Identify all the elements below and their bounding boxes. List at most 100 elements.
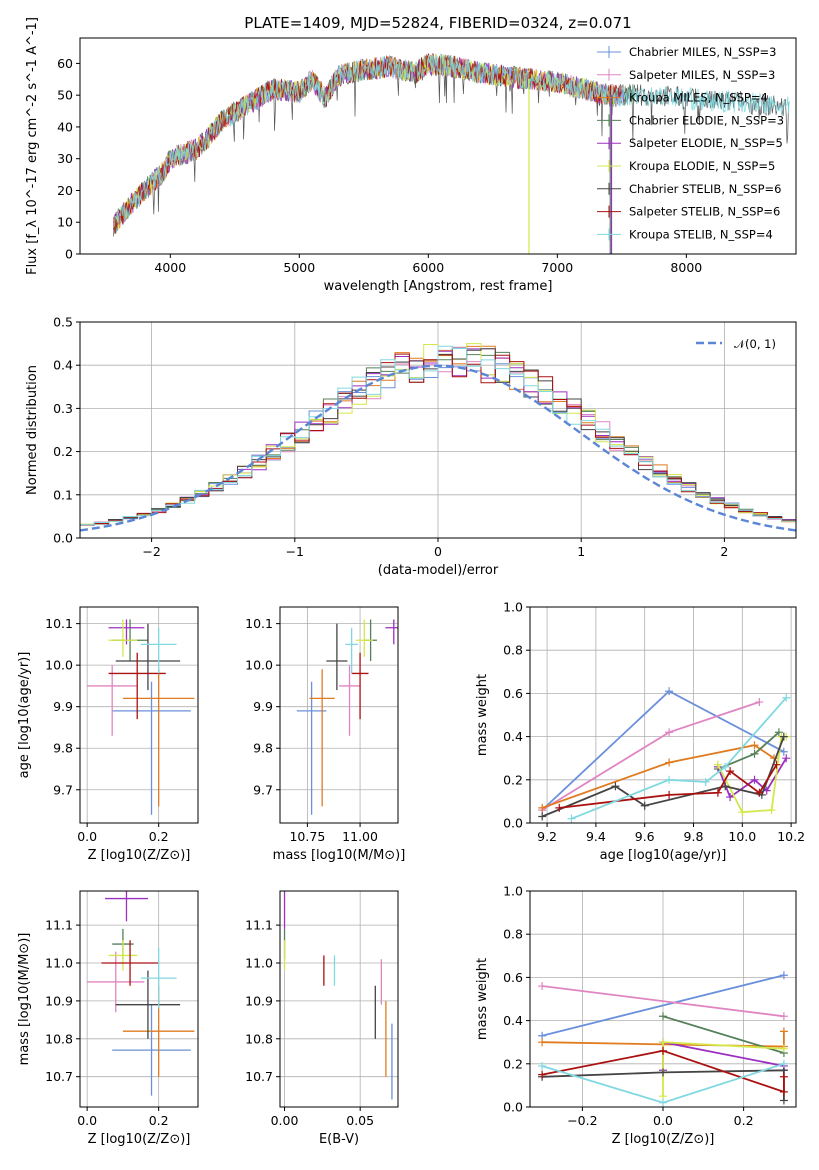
y-tick-label: 10.8 [245,1031,273,1046]
x-tick-label: 0.2 [734,1113,754,1128]
y-tick-label: 20 [57,183,73,198]
series-point [779,1012,788,1021]
y-tick-label: 10 [57,215,73,230]
x-tick-label: 0.2 [149,829,169,844]
x-tick-label: 7000 [541,260,573,275]
series-line-6 [541,736,785,818]
x-tick-label: 4000 [154,260,186,275]
y-tick-label: 10.8 [45,1031,73,1046]
axes-age_vs_mass: 10.75 11.00 9.7 9.8 9.9 10.0 10.1 mass [log10(M… [245,606,406,863]
y-tick-label: 10.9 [45,993,73,1008]
x-tick-label: 11.00 [342,829,378,844]
series-point [665,687,674,696]
x-axis-label: wavelength [Angstrom, rest frame] [324,279,553,294]
legend-entry: Chabrier MILES, N_SSP=3 [629,45,776,59]
axes-mass_vs_ebv: 0.00 0.05 10.7 10.8 10.9 11.0 11.1 E(B-V) [245,890,399,1147]
series-point [779,732,788,741]
legend-entry: Chabrier ELODIE, N_SSP=3 [629,113,784,127]
y-tick-label: 10.0 [245,658,273,673]
x-tick-label: 10.75 [289,829,325,844]
frame-weight_vs_Z [529,890,797,1108]
y-tick-label: 0.4 [503,729,523,744]
spectrum-series-8 [113,52,790,228]
y-axis-label: Normed distribution [25,365,40,495]
points-age_vs_Z [87,619,195,815]
frame-weight_vs_age [529,606,797,824]
y-tick-label: 50 [57,88,73,103]
x-axis-label: Z [log10(Z/Z⊙)] [88,1132,191,1147]
x-tick-label: −1 [286,544,304,559]
series-point [538,1070,547,1079]
series-point [755,698,764,707]
series-point [779,1096,788,1105]
y-tick-label: 0.6 [503,686,523,701]
frame-mass_vs_ebv [279,890,399,1108]
x-tick-label: 0.00 [271,1113,299,1128]
series-point [779,1072,788,1081]
y-tick-label: 0.3 [53,401,73,416]
y-tick-label: 10.1 [45,616,73,631]
x-axis-label: mass [log10(M/M⊙)] [273,848,406,863]
x-tick-label: 9.4 [586,829,606,844]
series-point [665,728,674,737]
legend-entry: Salpeter STELIB, N_SSP=6 [629,205,780,219]
y-tick-label: 9.9 [253,699,273,714]
histograms [80,343,796,532]
x-tick-label: −2 [142,544,160,559]
normal-curve [80,364,796,532]
x-tick-label: 0.2 [149,1113,169,1128]
x-axis-label: Z [log10(Z/Z⊙)] [88,848,191,863]
y-axis-label: mass weight [475,958,490,1040]
spectrum-lines [113,52,790,254]
y-tick-label: 1.0 [503,884,523,899]
series-point [738,808,747,817]
legend-entry: Kroupa ELODIE, N_SSP=5 [629,159,775,173]
figure-title: PLATE=1409, MJD=52824, FIBERID=0324, z=0… [244,14,631,32]
series-point [611,782,620,791]
series-point [665,758,674,767]
series-line-0 [541,974,785,1037]
points-mass_vs_Z [87,891,195,1096]
y-tick-label: 0.4 [503,1013,523,1028]
axes-age_vs_Z: 0.0 0.2 9.7 9.8 9.9 10.0 10.1 Z [log10(Z/Z⊙)] ag… [17,606,199,863]
frame-hist [79,321,797,539]
frame-spectrum [79,37,797,255]
y-tick-label: 11.1 [45,918,73,933]
y-tick-label: 10.7 [245,1069,273,1084]
y-tick-label: 0.8 [503,927,523,942]
series-point [779,1027,788,1036]
series-point [659,1068,667,1077]
y-tick-label: 0.2 [53,444,73,459]
y-tick-label: 0.5 [53,315,73,330]
y-tick-label: 60 [57,56,73,71]
y-tick-label: 11.0 [245,956,273,971]
series-point [538,812,547,821]
x-tick-label: −0.2 [567,1113,597,1128]
y-tick-label: 0.2 [503,772,523,787]
legend-entry: Chabrier STELIB, N_SSP=6 [629,182,781,196]
series-point [779,971,788,980]
series-point [555,803,564,812]
axes-weight_vs_age: 9.2 9.4 9.6 9.8 10.0 10.2 0.0 0.2 0.4 0.6 0.8 1.0 ag… [475,600,805,864]
series-point [538,803,547,812]
x-tick-label: 0.05 [346,1113,374,1128]
axes-spectrum: 4000 5000 6000 7000 8000 0 10 20 30 40 50 60 wavelen… [25,17,797,294]
lines-weight_vs_Z [538,971,788,1107]
x-tick-label: 0.0 [77,1113,97,1128]
y-tick-label: 0.1 [53,487,73,502]
axes-residual_hist: −2 −1 0 1 2 0.0 0.1 0.2 0.3 0.4 0.5 (data-model)/er… [25,315,797,578]
series-line-7 [559,764,778,809]
y-tick-label: 10.1 [245,616,273,631]
series-point [755,788,764,797]
y-axis-label: mass weight [475,674,490,756]
legend-entry: Salpeter ELODIE, N_SSP=5 [629,136,783,150]
y-tick-label: 9.8 [53,741,73,756]
chart-layer: 4000 5000 6000 7000 80000102030405060wavelen… [17,17,805,1147]
series-point [750,775,759,784]
series-line-8 [571,697,787,820]
series-point [713,788,722,797]
x-tick-label: 0 [434,544,442,559]
series-point [767,806,776,815]
series-line-1 [541,701,760,811]
series-point [538,1061,547,1070]
